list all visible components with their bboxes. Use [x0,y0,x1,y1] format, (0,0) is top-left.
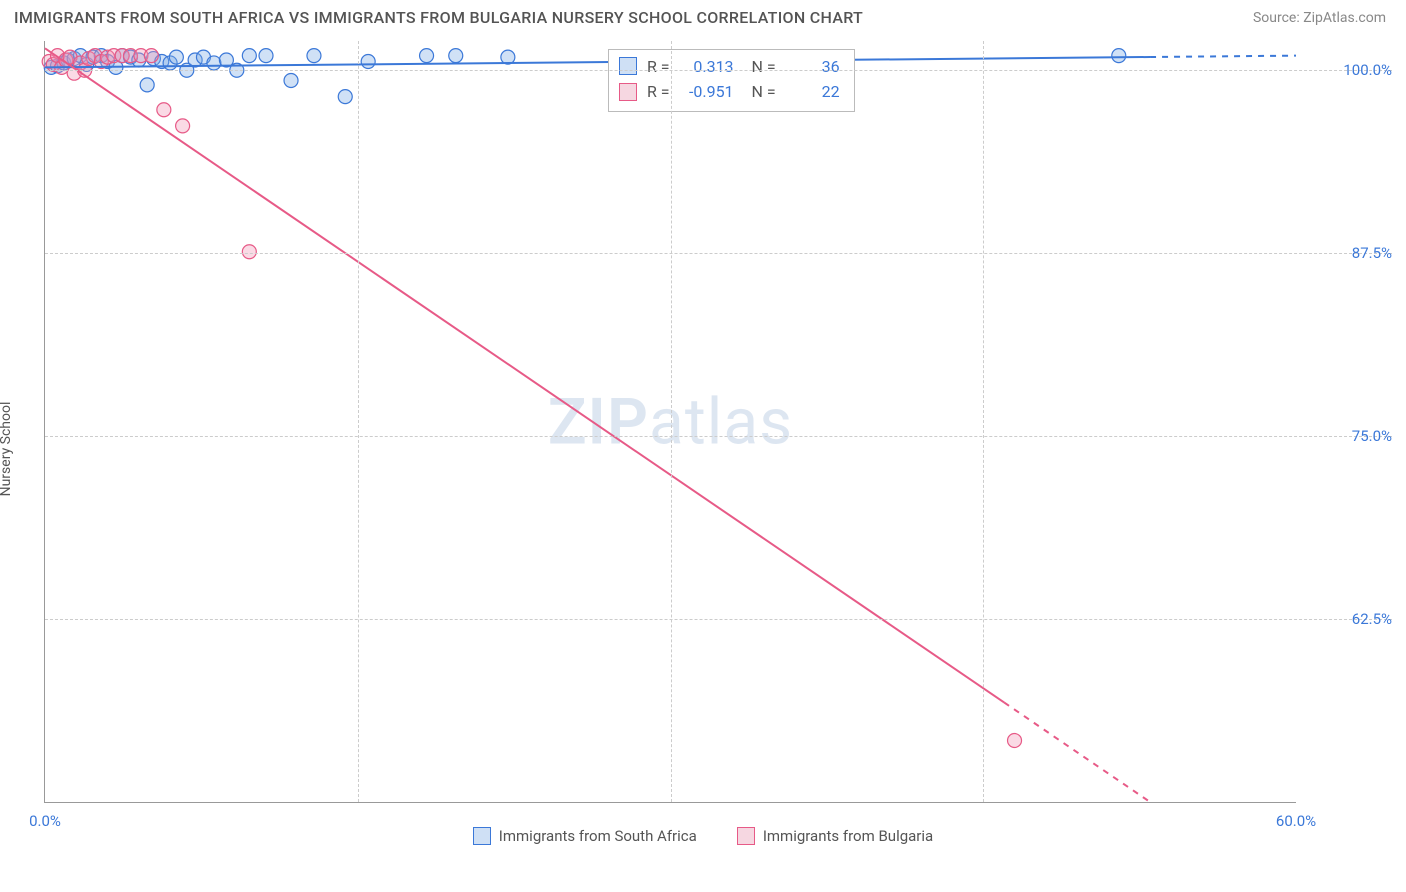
data-point [1008,734,1022,748]
chart-title: IMMIGRANTS FROM SOUTH AFRICA VS IMMIGRAN… [14,8,863,27]
gridline-vertical [671,41,672,802]
gridline-vertical [983,41,984,802]
series-swatch-icon [737,827,755,845]
legend-label: Immigrants from South Africa [499,827,697,845]
data-point [420,49,434,63]
n-value: 36 [786,54,840,80]
source-label: Source: ZipAtlas.com [1253,10,1386,26]
y-tick-label: 75.0% [1344,427,1392,445]
gridline-horizontal [45,619,1392,620]
series-swatch-icon [473,827,491,845]
series-swatch-icon [619,83,637,101]
gridline-horizontal [45,70,1392,71]
n-label: N = [744,79,776,105]
legend: Immigrants from South Africa Immigrants f… [0,827,1406,845]
gridline-horizontal [45,253,1392,254]
data-point [207,56,221,70]
n-value: 22 [786,79,840,105]
regression-line-dashed [1150,56,1296,57]
legend-item: Immigrants from South Africa [473,827,697,845]
gridline-vertical [358,41,359,802]
data-point [157,103,171,117]
data-point [140,78,154,92]
plot-area: ZIPatlas R =0.313 N =36R =-0.951 N =22 6… [44,41,1296,803]
data-point [338,90,352,104]
data-point [307,49,321,63]
n-label: N = [744,54,776,80]
data-point [1112,49,1126,63]
r-value: 0.313 [680,54,734,80]
y-axis-label: Nursery School [0,402,14,497]
y-tick-label: 100.0% [1335,61,1392,79]
data-point [284,74,298,88]
r-label: R = [647,54,670,80]
data-point [169,50,183,64]
data-point [242,49,256,63]
r-label: R = [647,79,670,105]
correlation-stats-box: R = 0.313 N = 36 R = -0.951 N = 22 [608,49,855,112]
stats-row: R = 0.313 N = 36 [619,54,840,80]
regression-line [45,48,1004,702]
data-point [176,119,190,133]
chart-container: Nursery School ZIPatlas R =0.313 N =36R … [0,31,1406,851]
regression-line-dashed [1004,702,1150,802]
y-tick-label: 87.5% [1344,244,1392,262]
data-point [144,49,158,63]
legend-item: Immigrants from Bulgaria [737,827,933,845]
data-point [242,245,256,259]
data-point [259,49,273,63]
legend-label: Immigrants from Bulgaria [763,827,933,845]
y-tick-label: 62.5% [1344,610,1392,628]
gridline-horizontal [45,436,1392,437]
series-swatch-icon [619,57,637,75]
stats-row: R = -0.951 N = 22 [619,79,840,105]
data-point [449,49,463,63]
data-point [361,54,375,68]
r-value: -0.951 [680,79,734,105]
